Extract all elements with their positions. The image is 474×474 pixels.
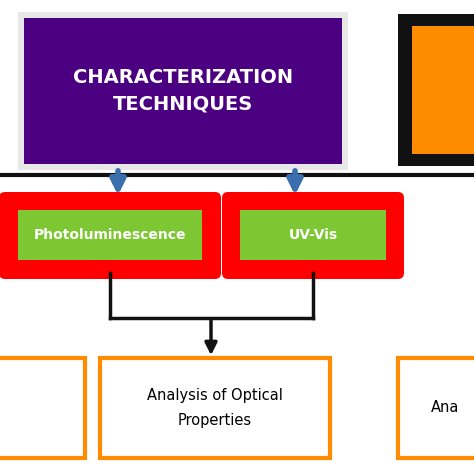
Bar <box>18 210 202 260</box>
Bar <box>398 14 474 166</box>
FancyBboxPatch shape <box>0 192 221 279</box>
Bar <box>100 358 330 458</box>
Text: UV-Vis: UV-Vis <box>289 228 337 242</box>
Bar <box>18 12 348 170</box>
Text: CHARACTERIZATION
TECHNIQUES: CHARACTERIZATION TECHNIQUES <box>73 68 293 114</box>
Bar <box>0 358 85 458</box>
Bar <box>412 26 474 154</box>
Bar <box>398 358 474 458</box>
Bar <box>24 18 342 164</box>
Text: Photoluminescence: Photoluminescence <box>34 228 186 242</box>
Text: Analysis of Optical
Properties: Analysis of Optical Properties <box>147 388 283 428</box>
Text: Ana: Ana <box>431 401 459 416</box>
FancyBboxPatch shape <box>222 192 404 279</box>
Bar <box>240 210 386 260</box>
